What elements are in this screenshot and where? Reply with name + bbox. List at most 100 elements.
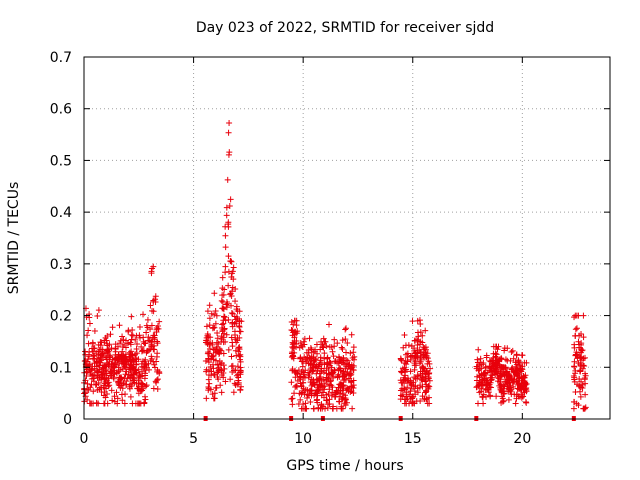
data-point [329,348,336,355]
data-point [237,328,244,335]
data-point [419,332,426,339]
data-point [121,375,128,382]
data-point [413,362,420,369]
data-point [150,332,157,339]
data-point [312,390,319,397]
data-point [320,376,327,383]
data-point [510,378,517,385]
data-point [496,382,503,389]
data-point [411,337,418,344]
data-point [300,358,307,365]
data-point [310,349,317,356]
data-point [342,336,349,343]
data-point [342,326,349,333]
data-point [414,389,421,396]
data-point [144,316,151,323]
data-point [119,348,126,355]
data-point [582,404,589,411]
y-tick-label: 0.4 [50,205,72,221]
data-point [409,318,416,325]
data-point [150,346,157,353]
data-point [340,369,347,376]
data-point [101,380,108,387]
data-point [323,391,330,398]
data-point [338,381,345,388]
data-point [314,387,321,394]
data-point [225,346,232,353]
data-point [90,375,97,382]
data-point [304,391,311,398]
data-point [477,355,484,362]
data-point [210,352,217,359]
data-point [132,367,139,374]
data-point [498,399,505,406]
data-point [424,400,431,407]
data-point [228,292,235,299]
data-point [82,377,89,384]
data-point [324,355,331,362]
data-point [223,212,230,219]
data-point [306,388,313,395]
data-point [417,329,424,336]
data-point [580,362,587,369]
data-point [220,369,227,376]
data-point [495,375,502,382]
data-point [93,367,100,374]
data-point [317,354,324,361]
data-point [580,334,587,341]
data-point [572,312,579,319]
data-point [220,350,227,357]
data-point [483,381,490,388]
data-point [581,405,588,412]
data-point [98,374,105,381]
data-point [327,377,334,384]
data-point [289,395,296,402]
data-point [325,366,332,373]
data-point [208,372,215,379]
data-point [504,383,511,390]
data-point [476,389,483,396]
data-point [408,343,415,350]
data-point [505,396,512,403]
data-point [125,371,132,378]
data-point [414,317,421,324]
data-point [578,331,585,338]
data-point [492,350,499,357]
data-point [127,393,134,400]
data-point [227,196,234,203]
data-point [480,400,487,407]
data-point [221,286,228,293]
data-point [223,299,230,306]
data-point [290,355,297,362]
data-point [332,390,339,397]
data-point [347,350,354,357]
data-point [150,263,157,270]
data-point [147,357,154,364]
data-point [313,341,320,348]
data-point [523,359,530,366]
data-point [136,332,143,339]
y-tick-label: 0.2 [50,309,72,325]
data-point [307,360,314,367]
data-point [509,347,516,354]
data-point [576,375,583,382]
data-point [570,372,577,379]
data-point [206,322,213,329]
data-point [225,282,232,289]
data-point [215,366,222,373]
data-point [142,396,149,403]
data-point [422,387,429,394]
data-point [228,270,235,277]
data-point [504,380,511,387]
data-point [129,332,136,339]
data-point [579,384,586,391]
data-point [216,349,223,356]
data-point [480,359,487,366]
data-point [228,258,235,265]
data-point [150,358,157,365]
data-point [581,362,588,369]
data-point [314,399,321,406]
data-point [518,352,525,359]
data-point [104,349,111,356]
data-point [225,221,232,228]
